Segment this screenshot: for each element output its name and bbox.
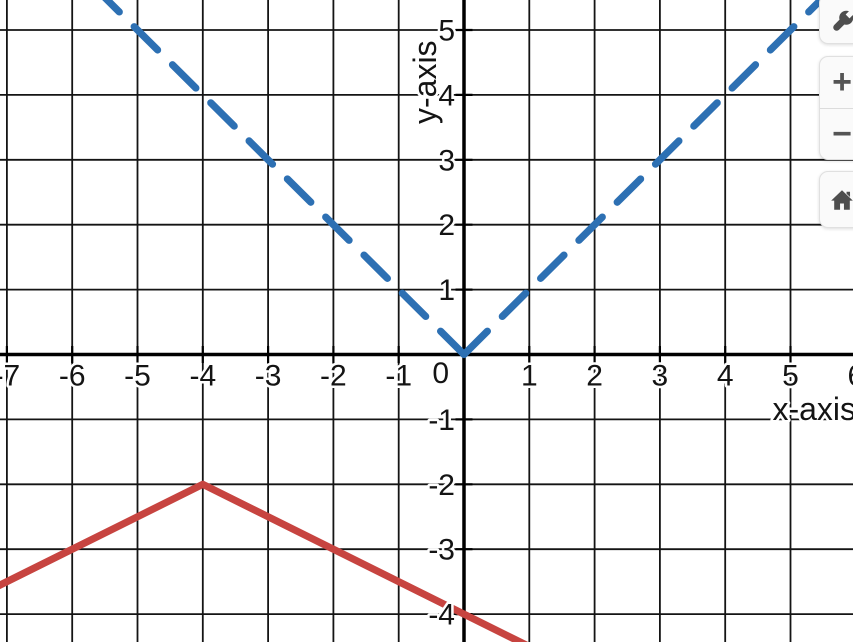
- home-icon: [831, 189, 853, 210]
- zoom-out-label: −: [832, 114, 852, 153]
- wrench-icon: [833, 8, 853, 31]
- y-tick-label--2: -2: [428, 469, 455, 502]
- home-button[interactable]: [819, 171, 853, 228]
- x-tick-label-4: 4: [717, 360, 734, 393]
- y-tick-label--1: -1: [428, 404, 455, 437]
- y-axis-title: y-axis: [407, 40, 443, 124]
- x-tick-label--6: -6: [59, 360, 86, 393]
- x-tick-label--3: -3: [255, 360, 282, 393]
- zoom-controls: + −: [819, 56, 853, 160]
- x-axis-title: x-axis: [772, 391, 853, 427]
- x-tick-label-3: 3: [652, 360, 669, 393]
- y-tick-label-1: 1: [438, 274, 455, 307]
- y-tick-label-5: 5: [438, 15, 455, 48]
- x-tick-label--7: -7: [0, 360, 20, 393]
- x-tick-label--2: -2: [320, 360, 347, 393]
- zoom-controls-divider: [820, 107, 853, 109]
- y-tick-label-4: 4: [438, 79, 455, 112]
- y-tick-label-3: 3: [438, 144, 455, 177]
- graph-settings-button[interactable]: [819, 0, 853, 44]
- zoom-in-label: +: [832, 63, 852, 102]
- y-tick-label-2: 2: [438, 209, 455, 242]
- zoom-out-button[interactable]: −: [820, 109, 853, 160]
- x-tick-label-6: 6: [847, 360, 853, 393]
- x-tick-label--4: -4: [189, 360, 216, 393]
- x-tick-label--5: -5: [124, 360, 151, 393]
- x-tick-label--1: -1: [385, 360, 412, 393]
- y-tick-label--3: -3: [428, 534, 455, 567]
- solid-red-absolute-value-curve: [0, 480, 529, 642]
- dashed-blue-absolute-value-curve-branch-1: [460, 0, 826, 359]
- zoom-in-button[interactable]: +: [820, 57, 853, 108]
- origin-label: 0: [432, 357, 449, 390]
- x-tick-label-2: 2: [586, 360, 603, 393]
- x-tick-label-5: 5: [782, 360, 799, 393]
- dashed-blue-absolute-value-curve-branch-0: [102, 0, 468, 359]
- x-tick-label-1: 1: [521, 360, 538, 393]
- y-tick-label--4: -4: [428, 599, 455, 632]
